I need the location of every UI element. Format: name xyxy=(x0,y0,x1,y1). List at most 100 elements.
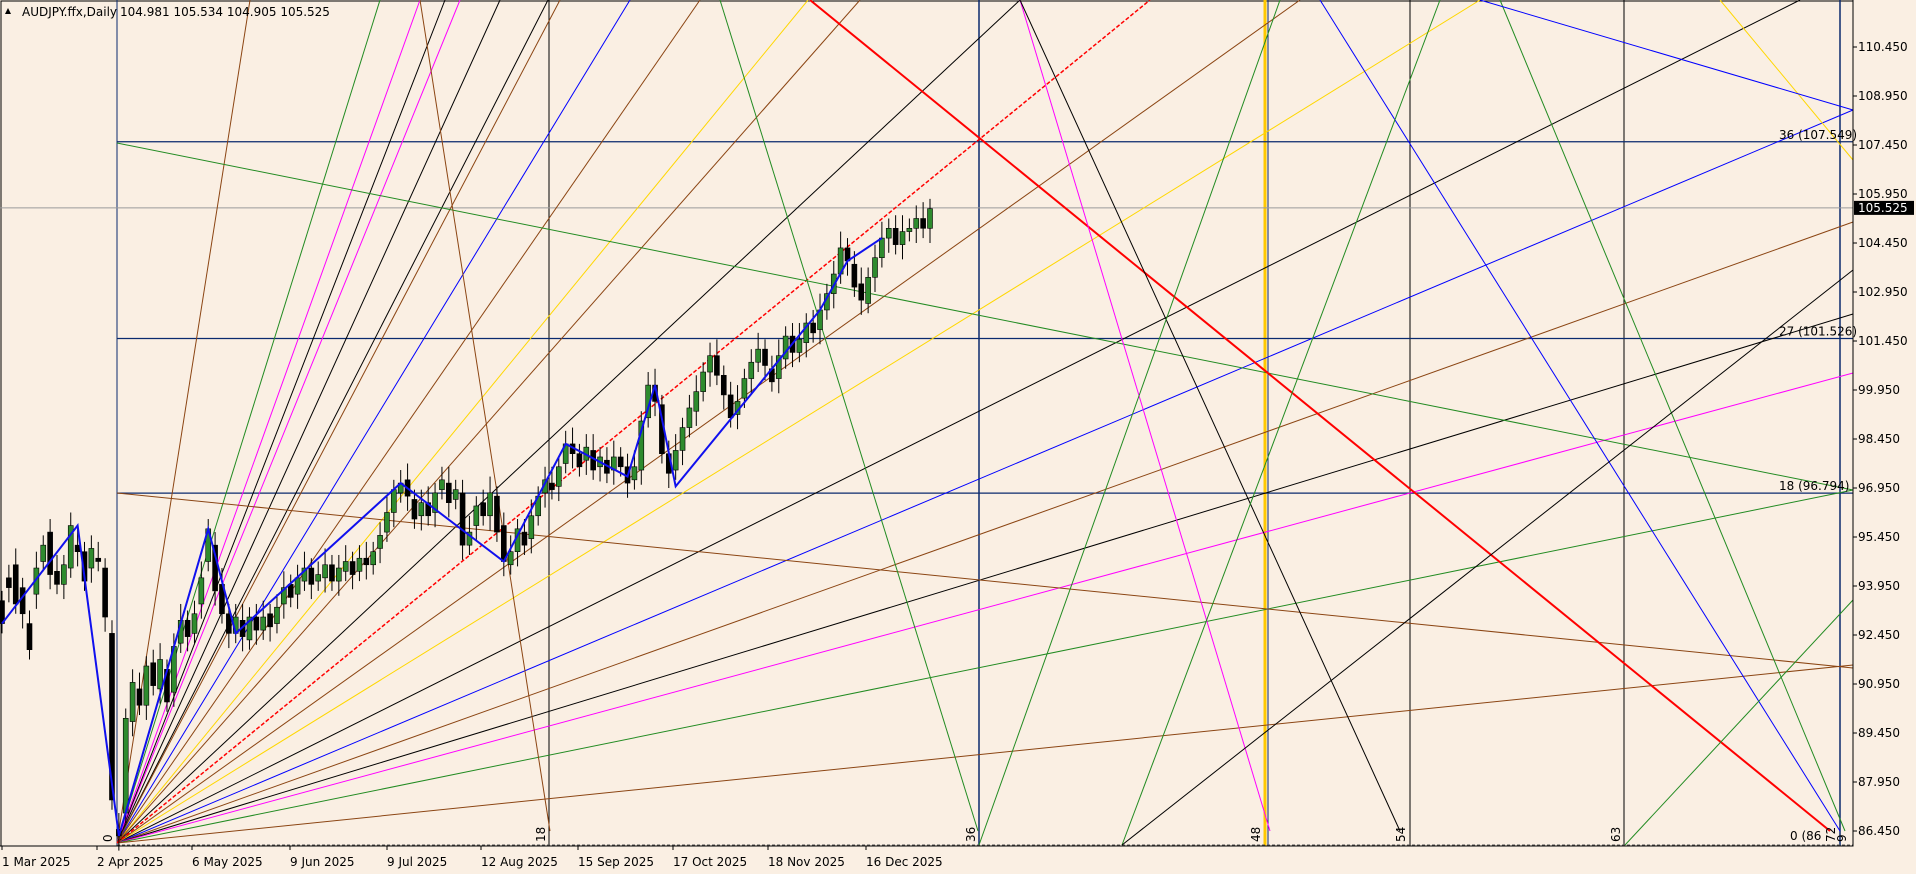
y-tick-label: 108.950 xyxy=(1858,89,1908,103)
candle xyxy=(858,267,865,315)
candle-body xyxy=(253,616,260,631)
fan-line-rise xyxy=(1624,599,1854,846)
fan-line xyxy=(116,0,501,844)
candle-body xyxy=(411,499,418,520)
candle-body xyxy=(865,276,871,304)
y-tick-label: 101.450 xyxy=(1858,334,1908,348)
fan-line xyxy=(116,0,809,844)
candle xyxy=(851,251,858,297)
candle-body xyxy=(26,623,33,650)
candle-body xyxy=(40,544,47,562)
candle xyxy=(549,466,555,500)
candle-body xyxy=(47,531,53,575)
candle-body xyxy=(150,662,157,686)
candle xyxy=(47,519,53,590)
candle xyxy=(315,561,322,591)
candle xyxy=(555,456,562,502)
candle-body xyxy=(342,561,349,572)
candle xyxy=(459,479,466,560)
fan-line xyxy=(116,221,1854,844)
fan-line-down xyxy=(1319,0,1841,832)
candle xyxy=(762,339,768,381)
candle-body xyxy=(494,495,500,533)
fan-line xyxy=(116,0,701,844)
fan-line xyxy=(116,372,1854,844)
fan-line xyxy=(116,0,1301,844)
candle xyxy=(617,447,624,477)
fan-line xyxy=(116,0,1021,844)
candle-body xyxy=(329,564,335,582)
candle-body xyxy=(67,525,74,569)
candle xyxy=(720,365,727,410)
candle-body xyxy=(198,577,205,605)
y-tick-label: 96.950 xyxy=(1858,481,1900,495)
candle-body xyxy=(480,502,486,517)
candle xyxy=(198,561,205,619)
fan-line-down xyxy=(1019,0,1401,832)
candle-body xyxy=(528,515,535,539)
y-tick-label: 107.450 xyxy=(1858,138,1908,152)
price-level-label: 18 (96.794) xyxy=(1779,479,1849,493)
fan-line-down xyxy=(1479,0,1854,111)
candle xyxy=(12,548,19,614)
candle xyxy=(129,669,136,737)
candle xyxy=(281,571,287,619)
candle-body xyxy=(281,587,287,605)
candle xyxy=(693,375,700,426)
fan-line-down xyxy=(419,0,551,832)
candle-body xyxy=(885,228,892,239)
candle-body xyxy=(370,551,377,566)
y-tick-label: 90.950 xyxy=(1858,677,1900,691)
candle xyxy=(775,339,782,394)
time-level-label: 72 xyxy=(1824,827,1838,842)
y-tick-label: 110.450 xyxy=(1858,40,1908,54)
candle-body xyxy=(714,355,720,376)
candle xyxy=(507,535,514,575)
candle xyxy=(363,541,370,580)
candle-body xyxy=(913,218,920,229)
candle-body xyxy=(102,567,108,618)
fan-line xyxy=(116,0,1801,844)
candle-body xyxy=(803,322,810,343)
y-tick-label: 99.950 xyxy=(1858,383,1900,397)
candle-body xyxy=(927,208,933,229)
candle-body xyxy=(521,531,528,546)
candle xyxy=(494,486,500,542)
candle-body xyxy=(54,570,60,585)
fan-line-rise xyxy=(978,0,1281,846)
candle-body xyxy=(727,394,734,419)
fan-line-rise xyxy=(1121,0,1441,846)
candle-body xyxy=(260,616,267,631)
candle xyxy=(920,202,926,239)
candle xyxy=(638,411,645,485)
fan-line xyxy=(116,0,446,844)
candle-body xyxy=(487,492,493,517)
candle-body xyxy=(693,391,700,412)
candle xyxy=(377,522,383,564)
price-tag-box xyxy=(1854,200,1914,215)
candle-body xyxy=(157,659,163,690)
candle-body xyxy=(267,613,273,628)
candle-body xyxy=(879,237,885,259)
y-tick-label: 86.450 xyxy=(1858,824,1900,838)
fan-line-down xyxy=(719,0,979,832)
time-level-label: 48 xyxy=(1249,827,1263,842)
candle-body xyxy=(920,218,926,229)
candle xyxy=(342,545,349,582)
x-tick-label: 2 Apr 2025 xyxy=(97,855,164,869)
y-tick-label: 93.950 xyxy=(1858,579,1900,593)
fan-line xyxy=(116,0,861,844)
candle xyxy=(102,558,108,632)
collapse-arrow-icon[interactable] xyxy=(5,8,11,14)
candle xyxy=(899,215,906,260)
candle-body xyxy=(755,348,761,363)
candle-body xyxy=(294,577,301,595)
candle xyxy=(150,649,157,696)
candle xyxy=(61,554,67,600)
candle-body xyxy=(700,371,706,392)
candle xyxy=(143,656,150,720)
candle-body xyxy=(61,564,67,585)
